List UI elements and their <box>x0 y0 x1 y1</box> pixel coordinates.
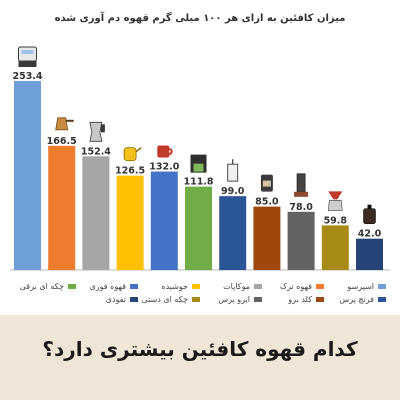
data-label: 78.0 <box>289 202 313 213</box>
legend-label: ایرو پرس <box>218 295 250 304</box>
kettle-icon <box>123 147 142 162</box>
bar-group: 78.0 <box>287 173 315 270</box>
legend-swatch <box>254 284 262 289</box>
bar <box>82 156 110 270</box>
legend-item: چکه ای برقی <box>14 282 76 291</box>
legend-label: کلد برو <box>288 295 312 304</box>
legend-swatch <box>378 297 386 302</box>
legend-swatch <box>254 297 262 302</box>
data-label: 166.5 <box>47 136 77 147</box>
legend-label: موکاپات <box>223 282 250 291</box>
legend-label: قهوه ترک <box>279 282 312 291</box>
bar-group: 42.0 <box>356 204 383 270</box>
espresso-machine-icon <box>18 46 37 67</box>
legend-swatch <box>68 284 76 289</box>
percolator-icon <box>363 204 376 224</box>
bar-group: 99.0 <box>219 159 247 270</box>
cold-brew-icon <box>260 174 273 192</box>
legend-item: کلد برو <box>262 295 324 304</box>
chart-title: میزان کافئین به ازای هر ۱۰۰ میلی گرم قهو… <box>55 11 346 24</box>
bar <box>116 175 144 270</box>
bar <box>150 171 178 270</box>
aeropress-icon <box>294 173 309 197</box>
legend-item: ایرو پرس <box>200 295 262 304</box>
legend-item: نفوذی <box>76 295 138 304</box>
legend-item: قهوه ترک <box>262 282 324 291</box>
legend-swatch <box>316 284 324 289</box>
legend-swatch <box>130 284 138 289</box>
instant-mug-icon <box>157 145 173 158</box>
bar <box>48 145 76 270</box>
legend-spacer <box>14 295 76 304</box>
bar-group: 132.0 <box>149 145 180 270</box>
question-panel <box>0 315 400 400</box>
french-press-icon <box>227 159 239 182</box>
bar <box>287 211 315 270</box>
bar-group: 253.4 <box>12 46 43 270</box>
bar-group: 126.5 <box>115 147 145 270</box>
bar-group: 152.4 <box>81 121 111 270</box>
moka-pot-icon <box>89 121 105 142</box>
legend-label: فرنچ پرس <box>339 295 374 304</box>
legend-swatch <box>130 297 138 302</box>
bar-group: 166.5 <box>47 117 77 270</box>
legend-item: چکه ای دستی <box>138 295 200 304</box>
legend-swatch <box>378 284 386 289</box>
legend-label: قهوه فوری <box>89 282 126 291</box>
turkish-pot-icon <box>55 117 74 131</box>
bar <box>185 186 212 270</box>
data-label: 111.8 <box>183 177 213 188</box>
bar <box>321 225 349 270</box>
legend-label: نفوذی <box>105 295 126 304</box>
data-label: 152.4 <box>81 146 111 157</box>
bar-group: 59.8 <box>321 191 349 270</box>
legend-label: چکه ای برقی <box>19 282 64 291</box>
question-text: کدام قهوه کافئین بیشتری دارد؟ <box>42 337 358 361</box>
legend-item: جوشیده <box>138 282 200 291</box>
bar-group: 85.0 <box>253 174 281 270</box>
legend-item: موکاپات <box>200 282 262 291</box>
legend-swatch <box>316 297 324 302</box>
data-label: 99.0 <box>221 186 245 197</box>
legend-label: اسپرسو <box>347 282 374 291</box>
bar <box>14 81 41 270</box>
pour-over-icon <box>327 191 343 211</box>
data-label: 132.0 <box>149 162 179 173</box>
legend-item: فرنچ پرس <box>324 295 386 304</box>
data-label: 126.5 <box>115 166 145 177</box>
legend-swatch <box>192 297 200 302</box>
chart-legend: اسپرسو قهوه ترک موکاپات جوشیده قهوه فوری چکه … <box>14 282 386 308</box>
bar-group: 111.8 <box>183 154 214 270</box>
data-label: 42.0 <box>358 229 382 240</box>
legend-item: قهوه فوری <box>76 282 138 291</box>
bar <box>219 196 247 270</box>
data-label: 253.4 <box>12 71 42 82</box>
legend-swatch <box>192 284 200 289</box>
legend-item: اسپرسو <box>324 282 386 291</box>
data-label: 59.8 <box>324 215 348 226</box>
bar <box>253 206 281 270</box>
drip-machine-icon <box>190 154 207 173</box>
data-label: 85.0 <box>255 197 279 208</box>
bar <box>356 238 383 270</box>
legend-label: چکه ای دستی <box>141 295 188 304</box>
legend-label: جوشیده <box>161 282 188 291</box>
